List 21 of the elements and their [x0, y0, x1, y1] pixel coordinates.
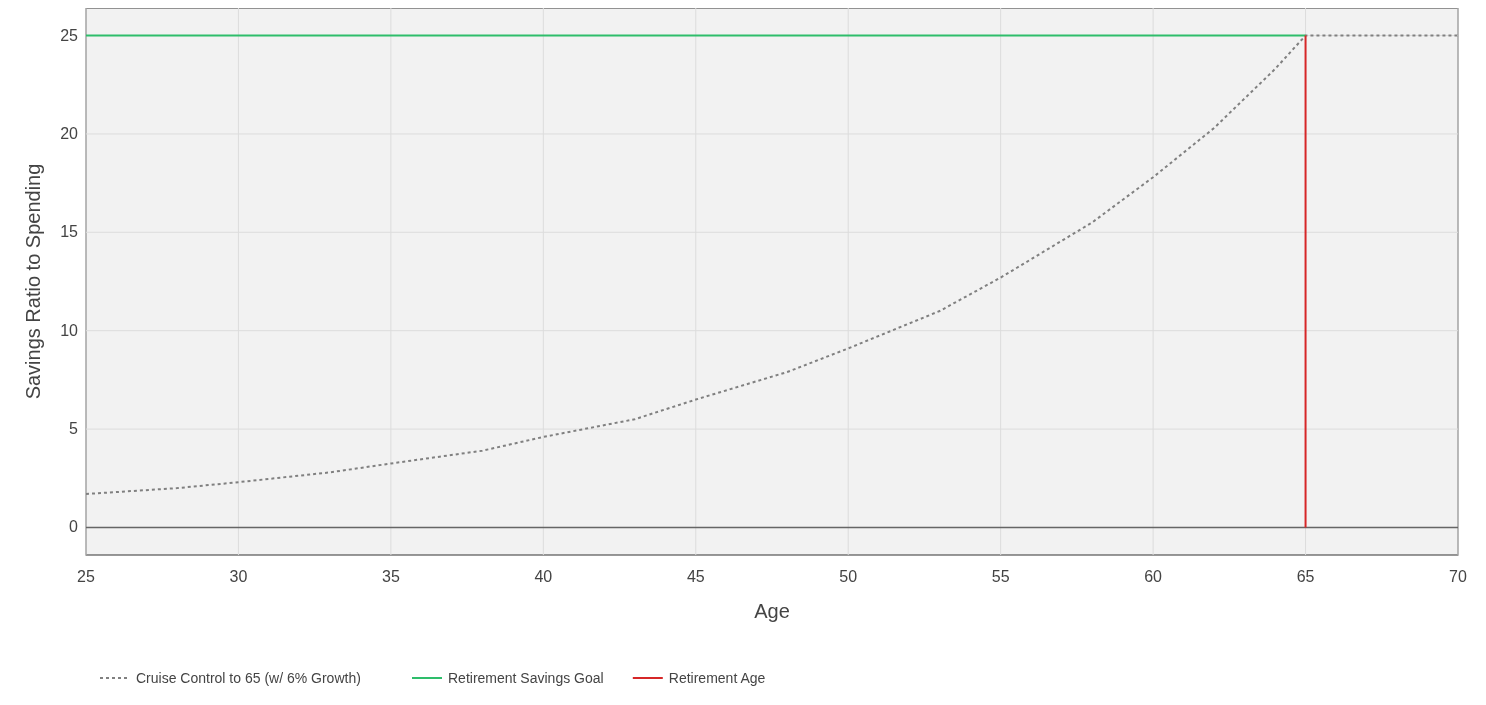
- x-tick-label: 60: [1144, 568, 1163, 585]
- x-tick-label: 35: [381, 568, 400, 585]
- x-tick-label: 45: [686, 568, 705, 585]
- y-tick-label: 15: [60, 223, 79, 241]
- line-series: [85, 34, 1459, 495]
- y-tick-label: 10: [60, 321, 79, 339]
- legend-label: Retirement Savings Goal: [448, 670, 604, 686]
- x-axis-title: Age: [754, 600, 790, 622]
- x-tick-label: 40: [534, 568, 553, 585]
- y-tick-label: 0: [69, 518, 79, 536]
- y-axis-title: Savings Ratio to Spending: [22, 163, 44, 400]
- legend-label: Cruise Control to 65 (w/ 6% Growth): [136, 670, 361, 686]
- x-tick-label: 30: [229, 568, 248, 585]
- y-tick-label: 25: [60, 26, 79, 44]
- x-tick-label: 70: [1449, 568, 1467, 585]
- y-tick-label: 5: [69, 420, 79, 438]
- x-tick-label: 50: [839, 568, 858, 585]
- y-tick-label: 20: [60, 124, 79, 142]
- legend-label: Retirement Age: [668, 670, 766, 686]
- x-tick-label: 65: [1296, 568, 1315, 585]
- x-tick-label: 55: [991, 568, 1010, 585]
